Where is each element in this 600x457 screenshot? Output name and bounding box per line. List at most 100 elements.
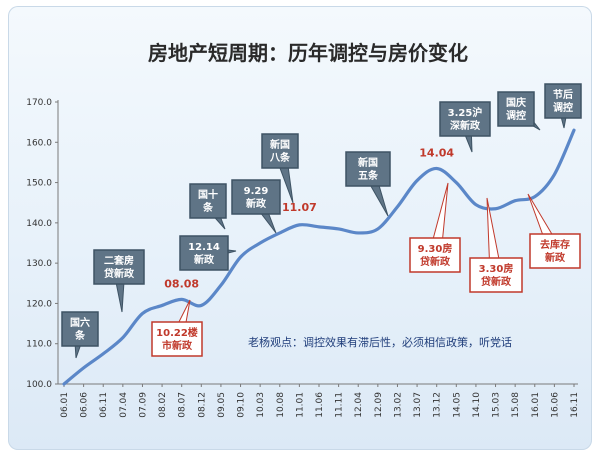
x-tick-label: 16.11: [570, 392, 580, 418]
callout-text: 贷新政: [103, 267, 135, 280]
peak-label: 08.08: [164, 277, 199, 290]
callout-box: [529, 233, 581, 269]
y-tick-label: 150.0: [26, 179, 52, 189]
callout-text: 新国: [270, 138, 290, 151]
callout-text: 五条: [358, 169, 379, 182]
chart-title: 房地产短周期：历年调控与房价变化: [148, 41, 468, 65]
callout-box: [61, 311, 99, 347]
y-tick-label: 130.0: [26, 259, 52, 269]
callout-text: 贷新政: [480, 275, 512, 288]
y-tick-label: 110.0: [26, 340, 52, 350]
callout-text: 调控: [553, 101, 573, 114]
x-tick-label: 07.04: [119, 392, 129, 418]
x-tick-label: 08.12: [197, 392, 207, 418]
series-line: [62, 128, 576, 386]
callout-text: 国十: [198, 188, 218, 201]
x-tick-label: 15.03: [492, 392, 502, 418]
y-tick-label: 140.0: [26, 219, 52, 229]
x-tick-label: 08.02: [158, 392, 168, 418]
x-tick-label: 06.06: [80, 392, 90, 418]
callout-text: 深新政: [450, 119, 481, 132]
chart-frame: [8, 6, 592, 450]
callout-text: 节后: [553, 88, 573, 101]
callout-text: 条: [74, 329, 86, 342]
x-tick-label: 16.01: [531, 392, 541, 418]
callout-box: [469, 257, 523, 293]
x-tick-label: 16.06: [550, 392, 560, 418]
y-tick-label: 100.0: [26, 380, 52, 390]
callout-text: 市新政: [162, 339, 193, 352]
series-layer: [62, 128, 576, 386]
callout-text: 新政: [545, 251, 566, 264]
callout-text: 去库存: [540, 238, 570, 251]
callout-box: [409, 237, 461, 273]
callout-text: 新政: [246, 197, 267, 210]
callout-text: 国庆: [506, 96, 526, 109]
x-tick-label: 13.12: [433, 392, 443, 418]
x-tick-label: 06.11: [99, 392, 109, 418]
y-tick-label: 170.0: [26, 98, 52, 108]
x-tick-label: 10.03: [256, 392, 266, 418]
callout-text: 3.30房: [479, 262, 514, 275]
callout-box: [497, 91, 535, 127]
x-tick-label: 14.05: [452, 392, 462, 418]
x-tick-label: 09.10: [237, 392, 247, 418]
callout-text: 二套房: [104, 254, 134, 267]
peak-label: 14.04: [419, 146, 454, 159]
callout-text: 10.22楼: [156, 326, 198, 339]
chart-axes: 100.0 110.0 120.0 130.0 140.0 150.0 160.0 170.0…: [26, 98, 580, 418]
x-tick-label: 10.08: [276, 392, 286, 418]
y-tick-label: 160.0: [26, 138, 52, 148]
callout-box: [93, 249, 145, 285]
callout-text: 9.30房: [418, 242, 453, 255]
peak-label: 11.07: [282, 201, 317, 214]
x-tick-label: 09.05: [217, 392, 227, 418]
x-tick-label: 13.07: [413, 392, 423, 418]
x-tick-label: 12.09: [374, 392, 384, 418]
x-tick-label: 07.09: [138, 392, 148, 418]
callout-box: [179, 235, 229, 271]
x-tick-label: 06.01: [60, 392, 70, 418]
callout-box: [345, 151, 391, 187]
x-tick-label: 11.11: [335, 392, 345, 418]
x-tick-label: 08.07: [178, 392, 188, 418]
callout-text: 9.29: [244, 186, 269, 197]
x-tick-label: 11.01: [295, 392, 305, 418]
callout-text: 国六: [70, 316, 90, 329]
peak-label-layer: 08.08 11.07 14.04: [164, 146, 454, 290]
callout: 国六条: [61, 311, 99, 359]
callout-text: 3.25沪: [448, 106, 483, 119]
callout-box: [261, 133, 299, 169]
callout-box: [231, 179, 281, 215]
x-tick-label: 12.04: [354, 392, 364, 418]
callout-text: 新国: [358, 156, 378, 169]
callout-box: [439, 101, 491, 137]
callout-text: 12.14: [188, 242, 220, 253]
callout-box: [151, 321, 203, 357]
x-tick-label: 14.10: [472, 392, 482, 418]
callout-text: 新政: [194, 253, 215, 266]
callout-text: 调控: [506, 109, 526, 122]
y-tick-label: 120.0: [26, 299, 52, 309]
callout-text: 条: [202, 201, 214, 214]
x-tick-label: 13.02: [393, 392, 403, 418]
callout-box: [189, 183, 227, 219]
chart-note: 老杨观点：调控效果有滞后性，必须相信政策，听党话: [248, 335, 512, 349]
x-tick-label: 11.06: [315, 392, 325, 418]
callout-text: 贷新政: [419, 255, 451, 268]
callout-box: [544, 83, 582, 119]
